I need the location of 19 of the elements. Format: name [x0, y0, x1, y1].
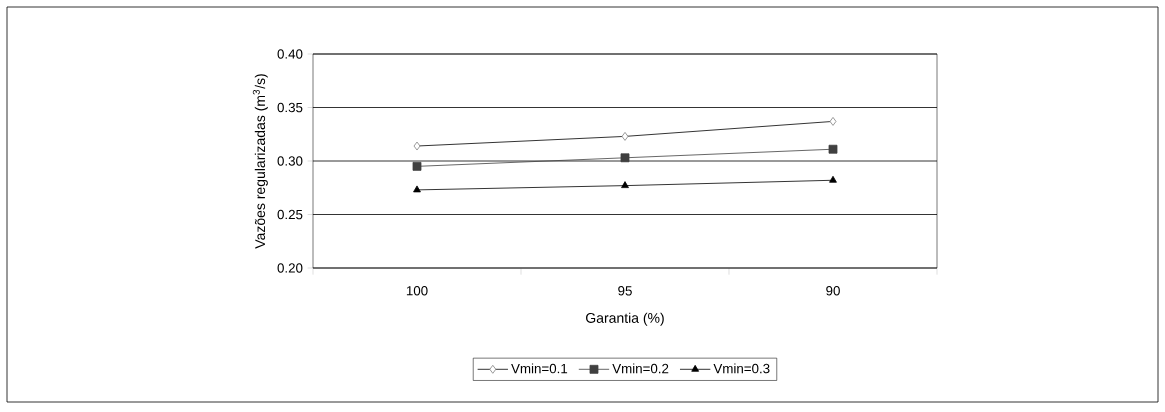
x-tick-label: 100 [406, 286, 428, 296]
y-tick-label: 0.40 [277, 49, 303, 59]
point [412, 161, 422, 171]
point [413, 185, 421, 193]
y-tick-label: 0.35 [277, 102, 303, 113]
x-axis-title: Garantia (%) [586, 312, 664, 326]
point [829, 175, 837, 183]
legend-label: Vmin=0.2 [612, 363, 669, 374]
y-tick-label: 0.25 [277, 209, 303, 220]
y-tick-label: 0.20 [277, 263, 303, 273]
y-axis-title: Vazões regularizadas (m$^{3}$/s) [252, 74, 268, 249]
point [620, 153, 630, 163]
x-tick-label: 95 [618, 286, 632, 296]
x-tick-label: 90 [826, 286, 840, 296]
y-tick-label: 0.30 [277, 156, 303, 166]
legend-label: Vmin=0.1 [511, 363, 568, 374]
point [621, 181, 629, 189]
point [828, 144, 838, 154]
legend-label: Vmin=0.3 [713, 363, 770, 374]
